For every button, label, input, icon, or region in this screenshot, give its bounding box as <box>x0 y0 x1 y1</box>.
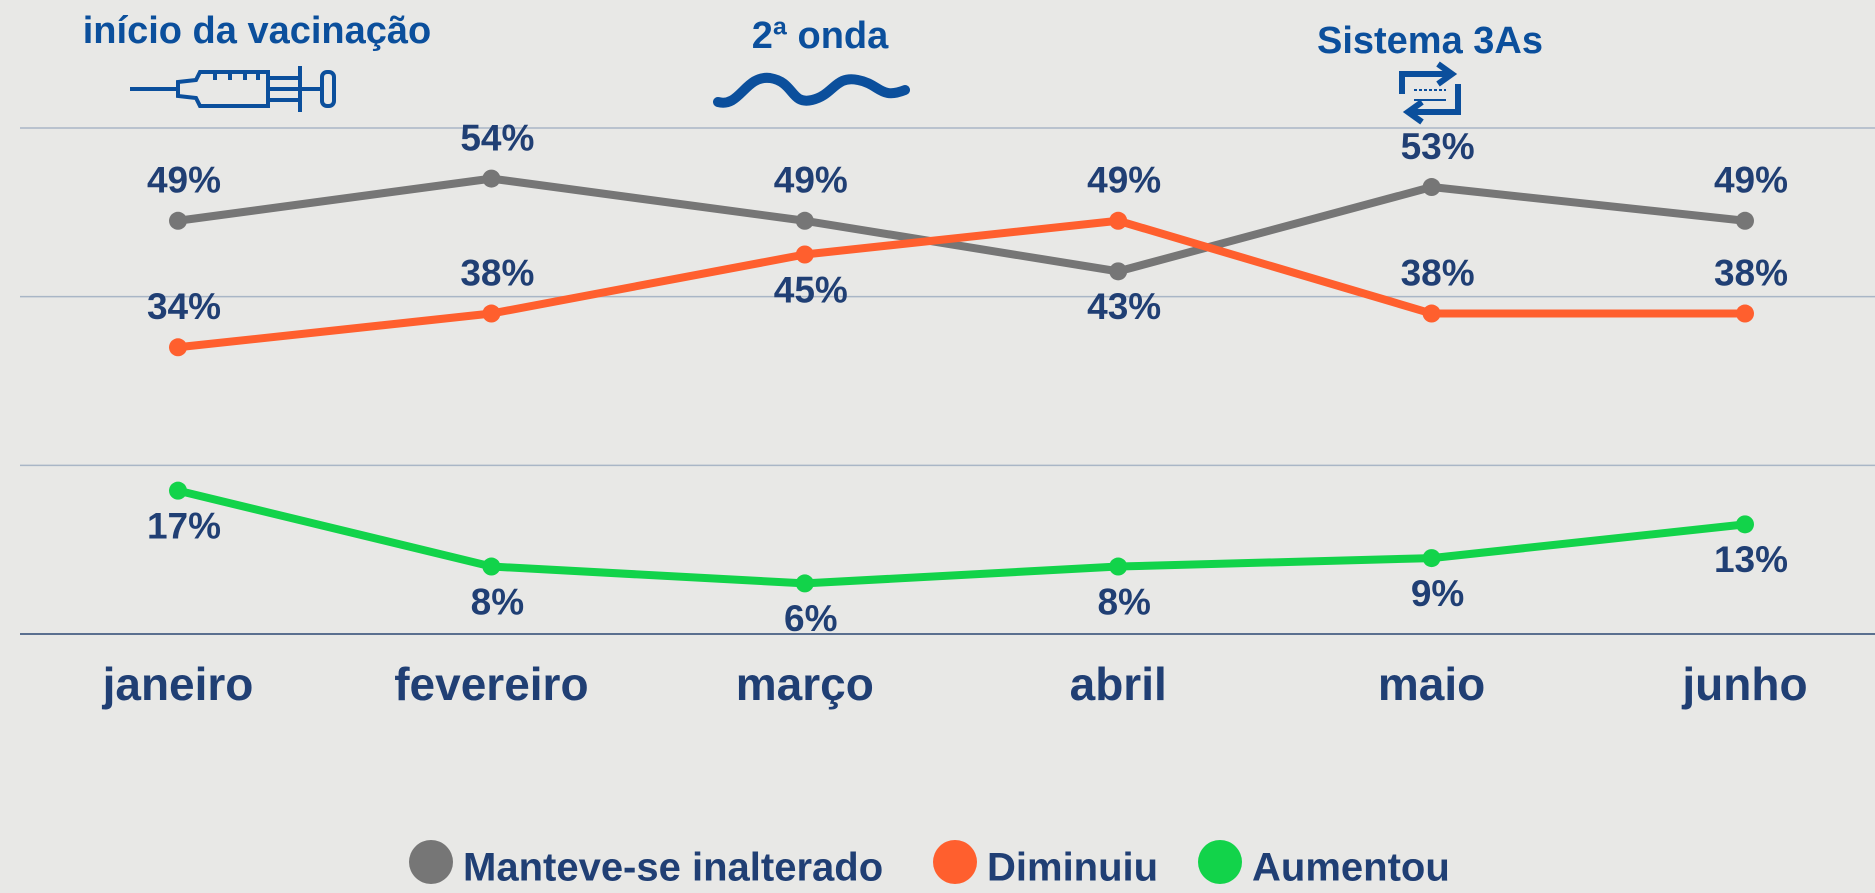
annotation: 2ª onda <box>752 15 889 57</box>
exchange-icon <box>1399 61 1461 125</box>
point <box>482 169 501 188</box>
line <box>177 216 1745 352</box>
data-label: 8% <box>1097 581 1150 622</box>
point <box>795 245 814 264</box>
line <box>177 486 1746 588</box>
line <box>177 174 1746 276</box>
point <box>1109 557 1128 576</box>
data-label: 54% <box>460 117 534 158</box>
point <box>1422 178 1441 197</box>
data-label: 49% <box>147 160 221 201</box>
data-label: 53% <box>1401 126 1475 167</box>
x-tick-label: janeiro <box>102 658 254 710</box>
wave-icon <box>713 72 910 108</box>
x-tick-label: junho <box>1681 658 1807 710</box>
point <box>169 338 187 357</box>
point <box>1109 211 1128 230</box>
data-label: 38% <box>1401 252 1475 293</box>
point <box>795 574 814 593</box>
syringe-icon <box>130 66 336 112</box>
point <box>169 211 187 230</box>
data-label: 45% <box>774 269 848 310</box>
legend-label: Diminuiu <box>987 846 1158 890</box>
legend-label: Aumentou <box>1252 846 1450 890</box>
point <box>1109 262 1128 281</box>
annotation: início da vacinação <box>83 10 431 52</box>
point <box>169 481 187 500</box>
data-label: 8% <box>471 581 524 622</box>
annotation: Sistema 3As <box>1317 20 1543 62</box>
data-label: 38% <box>1714 252 1788 293</box>
point <box>1736 211 1754 230</box>
data-label: 38% <box>460 252 534 293</box>
x-tick-label: março <box>736 658 874 710</box>
point <box>1422 304 1441 323</box>
data-label: 17% <box>147 505 221 546</box>
data-label: 49% <box>1087 160 1161 201</box>
legend-label: Manteve-se inalterado <box>463 846 883 890</box>
data-label: 43% <box>1087 286 1161 327</box>
data-label: 49% <box>774 160 848 201</box>
data-label: 34% <box>147 286 221 327</box>
data-label: 9% <box>1411 573 1464 614</box>
point <box>1736 304 1754 323</box>
legend-swatch <box>1198 840 1242 884</box>
point <box>1422 549 1441 568</box>
x-tick-label: maio <box>1378 658 1485 710</box>
data-label: 13% <box>1714 539 1788 580</box>
legend-swatch <box>933 840 977 884</box>
point <box>795 211 814 230</box>
data-label: 6% <box>784 598 837 639</box>
point <box>1736 515 1754 534</box>
data-label: 49% <box>1714 160 1788 201</box>
x-tick-label: abril <box>1070 658 1167 710</box>
x-tick-label: fevereiro <box>394 658 588 710</box>
legend-swatch <box>409 840 453 884</box>
point <box>482 304 501 323</box>
point <box>482 557 501 576</box>
